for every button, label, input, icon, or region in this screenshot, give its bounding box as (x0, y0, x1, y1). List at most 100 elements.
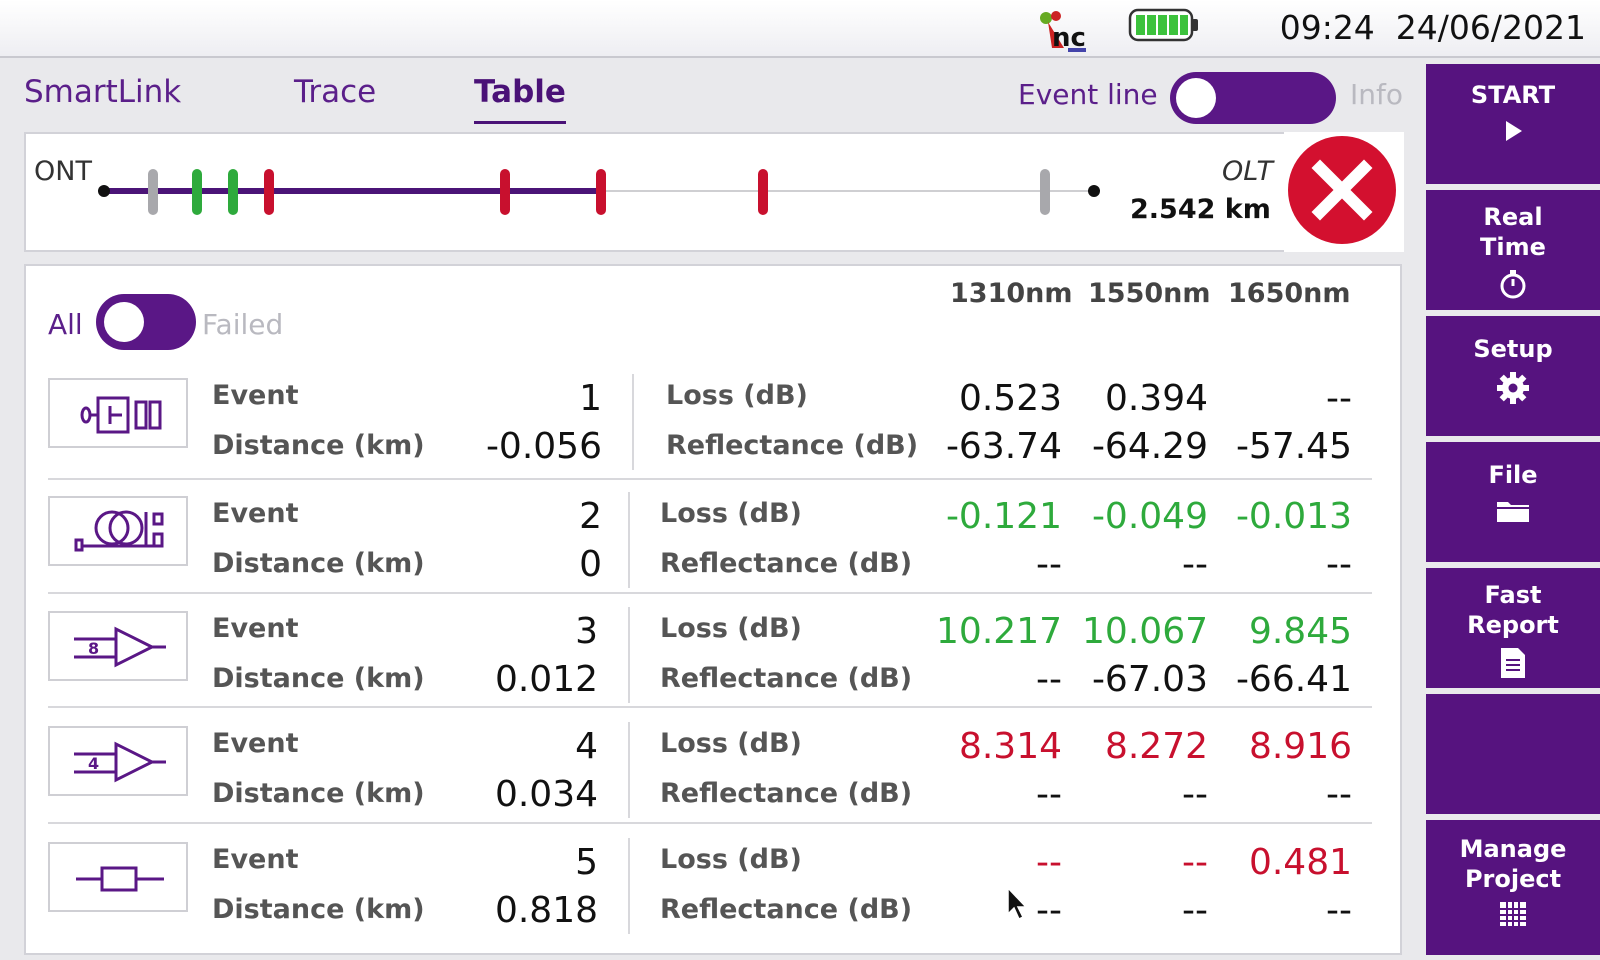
status-bar: nc 09:24 24/06/2021 (0, 0, 1600, 58)
event-line-toggle[interactable] (1170, 72, 1336, 124)
event-distance: 0.034 (494, 774, 598, 815)
olt-label: OLT (1222, 156, 1273, 187)
event-number: 5 (575, 842, 598, 883)
battery-full-icon (1128, 8, 1198, 42)
mouse-cursor-icon (1007, 886, 1028, 921)
info-label[interactable]: Info (1350, 78, 1403, 111)
manage-project-button[interactable]: Manage Project (1426, 820, 1600, 955)
splice-spool-icon (48, 496, 188, 566)
event-label: Event (212, 498, 299, 529)
loss-1650: 0.481 (1248, 842, 1352, 883)
manage-project-button-label: Manage Project (1459, 835, 1567, 893)
event-distance: 0.012 (494, 659, 598, 700)
reflectance-1310: -63.74 (945, 426, 1062, 467)
table-row[interactable]: Event Distance (km) 1 -0.056 Loss (dB) R… (48, 374, 1372, 496)
splitter-1x4-icon: 4 (48, 726, 188, 796)
fast-report-button[interactable]: Fast Report (1426, 568, 1600, 688)
olt-endpoint (1088, 185, 1100, 197)
real-time-button[interactable]: Real Time (1426, 190, 1600, 310)
column-divider (628, 492, 630, 588)
clock: 09:24 24/06/2021 (1280, 8, 1586, 47)
tab-trace[interactable]: Trace (294, 74, 377, 110)
loss-1550: 10.067 (1082, 611, 1208, 652)
event-label: Event (212, 844, 299, 875)
status-time: 09:24 (1279, 8, 1375, 47)
row-divider (48, 478, 1372, 480)
ont-endpoint (98, 185, 110, 197)
status-date: 24/06/2021 (1395, 8, 1586, 47)
table-row[interactable]: 4 Event Distance (km) 4 0.034 Loss (dB) … (48, 722, 1372, 844)
toggle-knob (1176, 78, 1216, 118)
wavelength-header-1650: 1650nm (1228, 278, 1351, 309)
event-marker (1040, 169, 1050, 215)
action-sidebar: START Real Time Setup (1426, 64, 1600, 955)
distance-label: Distance (km) (212, 663, 425, 694)
event-marker (264, 169, 274, 215)
event-marker (596, 169, 606, 215)
reflectance-1310: -- (1036, 659, 1062, 700)
loss-label: Loss (dB) (660, 613, 802, 644)
loss-1550: 8.272 (1104, 726, 1208, 767)
loss-1650: -0.013 (1235, 496, 1352, 537)
table-row[interactable]: 8 Event Distance (km) 3 0.012 Loss (dB) … (48, 607, 1372, 729)
event-label: Event (212, 380, 299, 411)
tab-table[interactable]: Table (474, 74, 566, 124)
event-marker (192, 169, 202, 215)
link-map: ONT OLT 2.542 km (24, 132, 1404, 252)
file-button[interactable]: File (1426, 442, 1600, 562)
reflectance-1650: -- (1326, 774, 1352, 815)
reflectance-1650: -66.41 (1235, 659, 1352, 700)
loss-1310: 8.314 (958, 726, 1062, 767)
event-number: 1 (579, 378, 602, 419)
grid-icon (1500, 902, 1526, 926)
table-row[interactable]: Event Distance (km) 2 0 Loss (dB) Reflec… (48, 492, 1372, 614)
reflectance-label: Reflectance (dB) (660, 778, 913, 809)
event-marker (500, 169, 510, 215)
reflectance-1310: -- (1036, 544, 1062, 585)
play-icon (1506, 121, 1522, 141)
loss-1310: 0.523 (958, 378, 1062, 419)
real-time-button-label: Real Time (1480, 203, 1546, 261)
splice-icon (48, 842, 188, 912)
column-divider (628, 607, 630, 703)
loss-1650: 9.845 (1248, 611, 1352, 652)
distance-label: Distance (km) (212, 548, 425, 579)
event-marker (148, 169, 158, 215)
column-divider (632, 374, 634, 470)
splitter-1x8-icon: 8 (48, 611, 188, 681)
reflectance-label: Reflectance (dB) (660, 663, 913, 694)
events-table-panel: All Failed 1310nm 1550nm 1650nm Event Di… (24, 264, 1402, 955)
start-button[interactable]: START (1426, 64, 1600, 184)
fail-status-icon[interactable] (1284, 132, 1404, 252)
link-map-diagram (98, 169, 1100, 215)
distance-label: Distance (km) (212, 778, 425, 809)
reflectance-1310: -- (1036, 890, 1062, 931)
setup-button-label: Setup (1473, 335, 1553, 363)
ont-label: ONT (34, 156, 92, 187)
loss-label: Loss (dB) (660, 844, 802, 875)
reflectance-label: Reflectance (dB) (660, 548, 913, 579)
event-marker (228, 169, 238, 215)
row-divider (48, 822, 1372, 824)
reflectance-1550: -- (1182, 890, 1208, 931)
filter-toggle[interactable] (96, 294, 196, 350)
toggle-knob (104, 302, 144, 342)
setup-button[interactable]: Setup (1426, 316, 1600, 436)
reflectance-1550: -67.03 (1091, 659, 1208, 700)
total-distance: 2.542 km (1130, 194, 1271, 225)
table-row[interactable]: Event Distance (km) 5 0.818 Loss (dB) Re… (48, 838, 1372, 960)
tab-bar: SmartLink Trace Table (24, 74, 1024, 134)
reflectance-1550: -64.29 (1091, 426, 1208, 467)
event-distance: 0 (579, 544, 602, 585)
loss-1650: -- (1326, 378, 1352, 419)
tab-smartlink[interactable]: SmartLink (24, 74, 182, 110)
reflectance-1650: -- (1326, 890, 1352, 931)
filter-all-label: All (48, 308, 83, 341)
reflectance-1650: -- (1326, 544, 1352, 585)
stopwatch-icon (1500, 270, 1526, 299)
event-distance: 0.818 (494, 890, 598, 931)
distance-label: Distance (km) (212, 894, 425, 925)
event-number: 2 (579, 496, 602, 537)
loss-1550: -- (1182, 842, 1208, 883)
event-number: 3 (575, 611, 598, 652)
